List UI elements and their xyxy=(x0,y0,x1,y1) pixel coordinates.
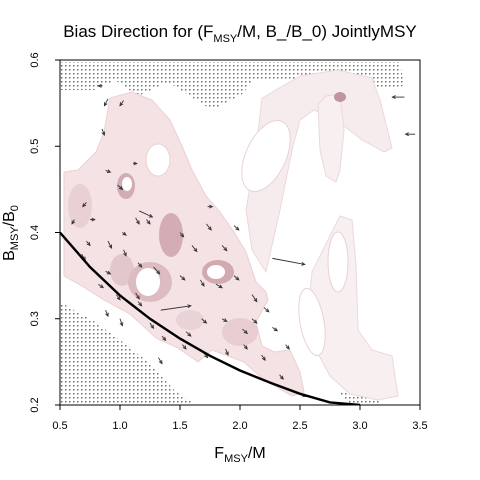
bias-arrow xyxy=(185,331,192,337)
bias-arrow xyxy=(105,169,112,173)
y-tick-label: 0.4 xyxy=(29,225,41,240)
bias-arrow xyxy=(279,374,284,380)
field-hole xyxy=(327,231,349,293)
bias-arrow xyxy=(272,327,279,332)
bias-arrow xyxy=(233,225,240,231)
bias-arrow xyxy=(116,294,121,301)
bias-arrow xyxy=(153,266,161,275)
bias-arrow xyxy=(263,307,270,313)
field-hole xyxy=(136,268,160,296)
x-tick-label: 3.5 xyxy=(412,420,427,432)
bias-field-right-strip xyxy=(317,93,345,183)
field-hole xyxy=(298,287,326,357)
bias-arrow xyxy=(122,231,127,236)
x-tick-label: 2.5 xyxy=(292,420,307,432)
bias-arrow xyxy=(135,292,140,300)
bias-arrow xyxy=(201,318,208,324)
bias-arrow xyxy=(215,283,223,289)
bias-arrow xyxy=(160,304,192,311)
bias-arrow xyxy=(179,232,185,238)
bias-arrow xyxy=(179,275,186,281)
msy-curve xyxy=(60,231,361,405)
bias-arrow xyxy=(182,344,187,350)
bias-arrow xyxy=(137,262,143,268)
x-tick-label: 2.0 xyxy=(232,420,247,432)
bias-patch xyxy=(159,213,183,257)
bias-patch xyxy=(68,184,92,228)
bias-arrow xyxy=(101,128,106,136)
field-hole xyxy=(207,265,225,279)
y-tick-label: 0.5 xyxy=(29,139,41,154)
bias-patch xyxy=(222,318,258,346)
x-tick-label: 3.0 xyxy=(352,420,367,432)
bias-arrow xyxy=(251,318,258,324)
bias-arrow xyxy=(261,354,266,361)
chart-title: Bias Direction for (FMSY/M, B_/B_0) Join… xyxy=(63,22,417,45)
bias-arrow xyxy=(206,223,212,231)
bias-patch xyxy=(176,310,204,330)
bias-arrow xyxy=(191,245,198,253)
x-axis-label: FMSY/M xyxy=(214,445,265,465)
bias-arrow xyxy=(391,95,405,100)
bias-arrow xyxy=(137,301,143,307)
y-axis-label: BMSY/B0 xyxy=(1,205,21,261)
x-tick-label: 1.0 xyxy=(112,420,127,432)
stipple-region-top xyxy=(60,62,404,110)
bias-arrow xyxy=(251,294,258,303)
bias-arrow xyxy=(272,257,306,266)
bias-arrow xyxy=(161,335,167,342)
bias-arrow xyxy=(119,318,124,327)
bias-field-lower-right xyxy=(307,215,399,401)
bias-arrow xyxy=(105,270,112,275)
bias-arrow xyxy=(133,161,138,166)
bias-arrow xyxy=(285,344,290,350)
y-axis: 0.2 0.3 0.4 0.5 0.6 xyxy=(29,52,60,413)
x-axis: 0.5 1.0 1.5 2.0 2.5 3.0 3.5 xyxy=(52,405,428,432)
y-tick-label: 0.2 xyxy=(29,397,41,412)
y-tick-label: 0.3 xyxy=(29,311,41,326)
stipple-region-bottom-left xyxy=(60,302,196,405)
bias-arrow xyxy=(225,348,229,356)
bias-arrows xyxy=(71,83,416,397)
bias-arrow xyxy=(107,240,113,249)
x-tick-label: 1.5 xyxy=(172,420,187,432)
bias-arrow xyxy=(103,98,109,107)
bias-arrow xyxy=(242,328,248,335)
bias-patch xyxy=(110,254,134,286)
bias-arrow xyxy=(243,344,248,350)
y-tick-label: 0.6 xyxy=(29,52,41,67)
bias-patch xyxy=(334,92,346,102)
bias-arrow xyxy=(139,210,154,218)
bias-arrow xyxy=(97,83,102,88)
bias-arrow xyxy=(221,245,228,252)
msy-curve-layer xyxy=(60,231,361,405)
x-tick-label: 0.5 xyxy=(52,420,67,432)
bias-arrow xyxy=(158,357,163,365)
bias-arrow xyxy=(404,132,416,137)
bias-arrow xyxy=(90,217,96,222)
field-hole xyxy=(241,120,291,192)
bias-arrow xyxy=(119,100,124,107)
bias-arrow xyxy=(200,279,205,287)
plot-area xyxy=(60,62,416,405)
bias-arrow xyxy=(207,204,214,209)
bias-arrow xyxy=(146,219,151,225)
bias-arrow xyxy=(82,202,87,208)
bias-arrow xyxy=(105,309,109,318)
bias-arrow xyxy=(86,240,91,247)
bias-arrow xyxy=(135,217,140,225)
field-hole xyxy=(145,143,171,177)
bias-arrow xyxy=(149,322,155,330)
bias-arrow xyxy=(221,318,228,322)
bias-arrow xyxy=(71,219,76,225)
bias-arrow xyxy=(233,275,240,281)
field-hole xyxy=(122,177,132,191)
bias-arrow xyxy=(98,283,105,289)
bias-arrow xyxy=(117,184,124,191)
bias-arrow xyxy=(123,249,127,257)
